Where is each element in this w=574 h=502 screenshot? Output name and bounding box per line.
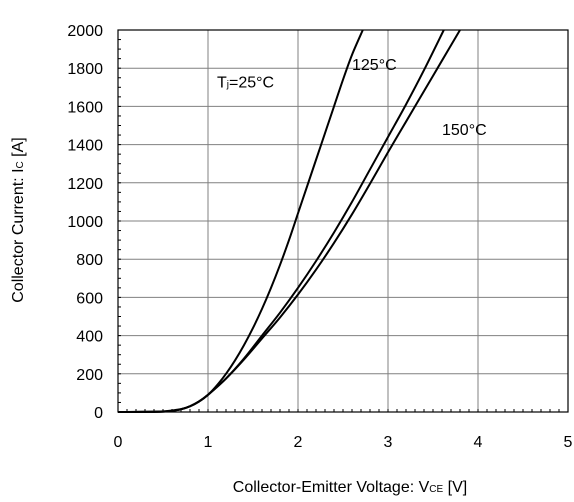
- curve-annotation-2: 125°C: [352, 57, 397, 74]
- y-tick-label: 800: [76, 252, 103, 269]
- curve-annotation-1: Tj=25°C: [217, 74, 274, 91]
- x-axis-label: Collector-Emitter Voltage: VCE [V]: [233, 479, 467, 496]
- x-tick-label: 5: [564, 434, 573, 451]
- y-tick-label: 400: [76, 329, 103, 346]
- y-tick-label: 1000: [67, 214, 103, 231]
- x-tick-label: 2: [294, 434, 303, 451]
- curve-annotation-3: 150°C: [442, 122, 487, 139]
- y-tick-label: 2000: [67, 23, 103, 40]
- series-line-3: [117, 29, 461, 413]
- x-tick-label: 0: [114, 434, 123, 451]
- y-tick-label: 200: [76, 367, 103, 384]
- y-tick-label: 0: [94, 405, 103, 422]
- plot-frame: [117, 29, 569, 413]
- curves: [117, 29, 461, 413]
- x-tick-label: 1: [204, 434, 213, 451]
- x-tick-label: 4: [474, 434, 483, 451]
- y-tick-label: 1200: [67, 176, 103, 193]
- x-tick-label: 3: [384, 434, 393, 451]
- y-tick-label: 1800: [67, 61, 103, 78]
- annotations: Tj=25°C 125°C 150°C: [217, 57, 487, 139]
- y-tick-label: 1600: [67, 99, 103, 116]
- grid: [117, 29, 569, 413]
- y-tick-label: 600: [76, 290, 103, 307]
- y-tick-labels: 0 200 400 600 800 1000 1200 1400 1600 1800 2000: [67, 23, 103, 422]
- y-axis-label: Collector Current: IC [A]: [10, 137, 27, 303]
- y-tick-label: 1400: [67, 138, 103, 155]
- x-tick-labels: 0 1 2 3 4 5: [114, 434, 573, 451]
